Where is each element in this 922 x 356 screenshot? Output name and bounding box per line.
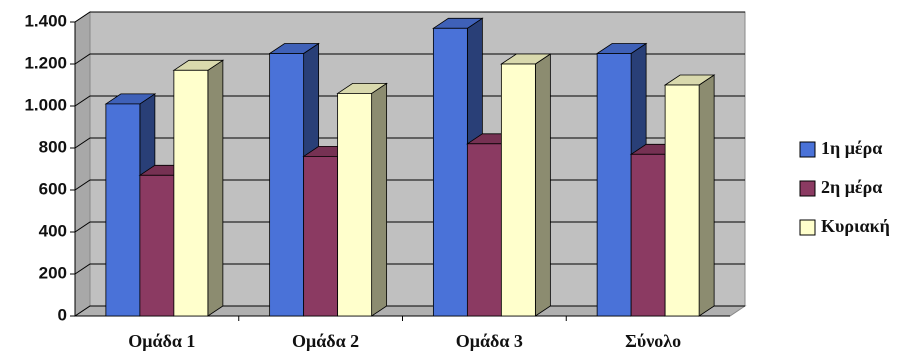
bar-side bbox=[371, 82, 388, 317]
bar bbox=[466, 143, 502, 317]
y-tick-label: 1.200 bbox=[24, 53, 67, 72]
y-tick-label: 0 bbox=[58, 305, 67, 324]
bar bbox=[432, 27, 468, 317]
bar bbox=[269, 53, 305, 317]
bar bbox=[596, 53, 632, 317]
bar bbox=[664, 84, 700, 317]
grid-line bbox=[74, 11, 745, 23]
bar-side bbox=[698, 74, 715, 317]
y-tick-label: 600 bbox=[39, 179, 67, 198]
bar-side bbox=[207, 59, 224, 317]
y-tick-label: 400 bbox=[39, 221, 67, 240]
bar bbox=[139, 174, 175, 317]
x-tick-label: Ομάδα 3 bbox=[456, 331, 523, 351]
legend-label: 1η μέρα bbox=[821, 138, 882, 158]
bar bbox=[303, 155, 339, 317]
legend-swatch bbox=[799, 141, 816, 158]
x-tick-label: Σύνολο bbox=[625, 331, 681, 351]
bar bbox=[173, 69, 209, 317]
y-tick-label: 1.000 bbox=[24, 95, 67, 114]
y-tick-label: 200 bbox=[39, 263, 67, 282]
x-tick-label: Ομάδα 2 bbox=[292, 331, 359, 351]
legend-label: 2η μέρα bbox=[821, 177, 882, 197]
bar bbox=[630, 153, 666, 317]
y-tick-label: 1.400 bbox=[24, 11, 67, 30]
y-tick-label: 800 bbox=[39, 137, 67, 156]
legend-swatch bbox=[799, 180, 816, 197]
legend-swatch bbox=[799, 219, 816, 236]
x-tick-label: Ομάδα 1 bbox=[128, 331, 195, 351]
bar bbox=[105, 103, 141, 317]
side-wall bbox=[74, 11, 91, 317]
bar bbox=[337, 93, 373, 317]
legend-label: Κυριακή bbox=[821, 216, 890, 236]
bar-side bbox=[534, 53, 551, 317]
bar bbox=[500, 63, 536, 317]
